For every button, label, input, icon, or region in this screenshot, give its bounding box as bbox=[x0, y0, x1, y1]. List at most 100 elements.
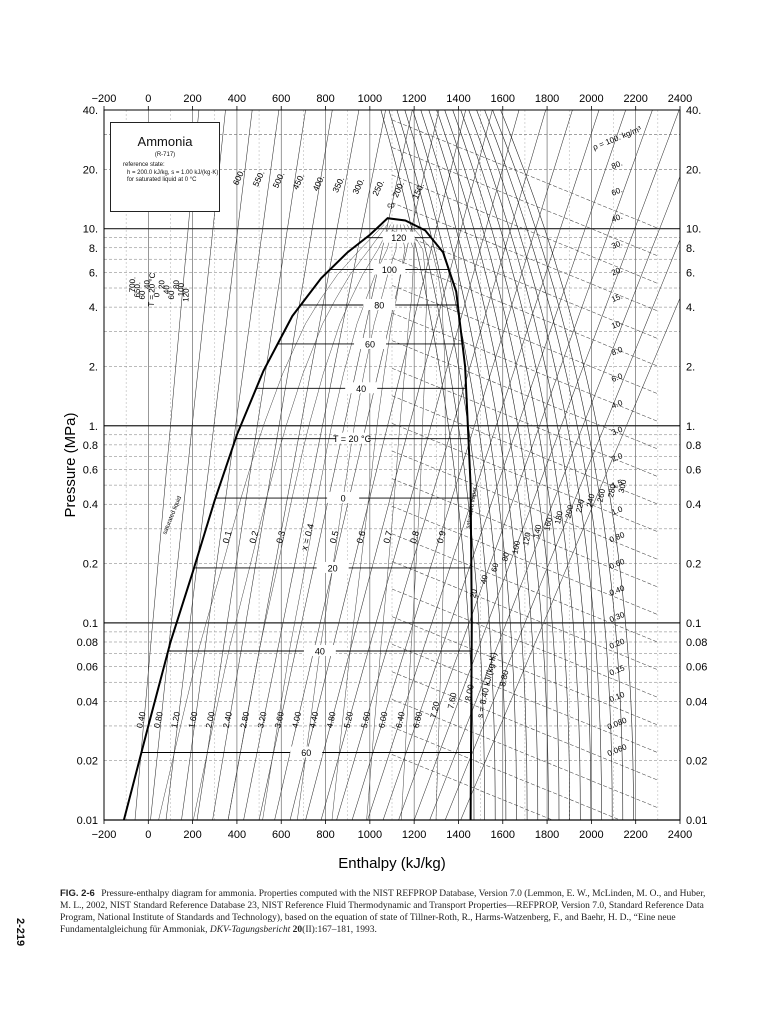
density-label: 4.0 bbox=[610, 398, 624, 411]
saturated-vapor-label: saturated vapor bbox=[466, 487, 479, 529]
entropy-label: 6.40 bbox=[394, 710, 407, 729]
isotherm-label-bg bbox=[336, 432, 369, 444]
isotherm-label-bg bbox=[373, 263, 406, 275]
isotherm-top-label: 150. bbox=[410, 181, 426, 200]
entropy-label: 0.80 bbox=[152, 710, 165, 729]
entropy-label: 1.20 bbox=[169, 710, 182, 729]
superheat-isotherm-label: 80 bbox=[500, 551, 511, 562]
superheat-isotherm-label: 160 bbox=[542, 516, 554, 531]
isotherm-line bbox=[492, 110, 624, 820]
density-label: 60. bbox=[610, 185, 624, 198]
quality-label: 0.3 bbox=[274, 530, 287, 545]
y-tick-label-right: 0.06 bbox=[686, 662, 707, 674]
superheat-isotherm-label: 280 bbox=[606, 483, 618, 498]
quality-line bbox=[409, 224, 446, 820]
y-tick-label-left: 0.8 bbox=[83, 440, 98, 452]
isotherm-left-label: T = 20 °C bbox=[147, 272, 157, 306]
entropy-label: 8.00 bbox=[463, 683, 476, 702]
superheat-isotherm-label: 100 bbox=[510, 539, 522, 554]
isotherm-line bbox=[468, 110, 592, 820]
y-tick-label-right: 2. bbox=[686, 361, 695, 373]
property-lines bbox=[122, 110, 680, 820]
x-tick-label-bottom: 200 bbox=[183, 829, 201, 841]
x-tick-label-top: 400 bbox=[228, 93, 246, 105]
entropy-label: 2.80 bbox=[238, 710, 251, 729]
isentrope-line bbox=[181, 110, 280, 820]
x-tick-label-bottom: 1000 bbox=[358, 829, 382, 841]
y-tick-label-left: 10. bbox=[83, 224, 98, 236]
isotherm-label-bg bbox=[354, 337, 387, 349]
y-tick-label-left: 0.01 bbox=[77, 815, 98, 827]
y-tick-label-right: 4. bbox=[686, 302, 695, 314]
density-label: 1.0 bbox=[610, 504, 624, 517]
isotherm-left-label: 80 bbox=[172, 279, 181, 289]
entropy-label: 5.60 bbox=[359, 710, 372, 729]
x-tick-label-top: 2000 bbox=[579, 93, 603, 105]
entropy-label: 1.60 bbox=[186, 710, 199, 729]
quality-line bbox=[297, 224, 398, 820]
x-tick-label-bottom: 1800 bbox=[535, 829, 559, 841]
isotherm-left-label: 20 bbox=[157, 279, 166, 289]
x-tick-label-top: 0 bbox=[145, 93, 151, 105]
saturation-dome bbox=[122, 217, 473, 820]
x-tick-label-bottom: 600 bbox=[272, 829, 290, 841]
y-tick-label-left: 0.02 bbox=[77, 756, 98, 768]
density-label: ρ = 100. kg/m³ bbox=[591, 124, 642, 152]
entropy-label: 7.60 bbox=[445, 691, 458, 710]
isotherm-line bbox=[476, 110, 602, 820]
isotherm-label: 80 bbox=[374, 300, 384, 310]
x-tick-label-top: 1200 bbox=[402, 93, 426, 105]
y-tick-label-left: 0.6 bbox=[83, 465, 98, 477]
y-tick-label-right: 10. bbox=[686, 224, 701, 236]
isotherm-line bbox=[460, 110, 581, 820]
isotherm-left-label: 40 bbox=[142, 279, 151, 289]
isentrope-line bbox=[196, 110, 306, 820]
superheat-isotherm-label: 240 bbox=[585, 493, 597, 508]
y-tick-label-right: 0.02 bbox=[686, 756, 707, 768]
legend-line-2: h = 200.0 kJ/kg, s = 1.00 kJ/(kg·K) bbox=[127, 169, 219, 176]
x-tick-label-top: 1400 bbox=[446, 93, 470, 105]
x-tick-label-top: 1800 bbox=[535, 93, 559, 105]
entropy-label: 2.00 bbox=[203, 710, 216, 729]
x-tick-label-bottom: 2000 bbox=[579, 829, 603, 841]
y-tick-label-left: 2. bbox=[89, 361, 98, 373]
superheat-isotherm-label: 220 bbox=[574, 498, 586, 513]
density-label: 40. bbox=[610, 212, 624, 225]
density-label: 0.060 bbox=[606, 742, 628, 758]
y-axis-label: Pressure (MPa) bbox=[62, 412, 79, 517]
superheat-isotherm-label: 300 bbox=[617, 478, 629, 493]
isentrope-line bbox=[289, 110, 466, 820]
isentrope-line bbox=[398, 110, 653, 820]
density-label: 0.10 bbox=[608, 690, 626, 704]
isotherm-label-bg bbox=[290, 746, 323, 758]
y-tick-label-right: 0.1 bbox=[686, 618, 701, 630]
critical-point-label: cp bbox=[387, 203, 395, 210]
density-label: 0.80 bbox=[608, 530, 626, 544]
quality-label: 0.7 bbox=[381, 530, 394, 545]
entropy-label: 0.40 bbox=[134, 710, 147, 729]
y-tick-label-left: 0.1 bbox=[83, 618, 98, 630]
saturated-liquid-label: saturated liquid bbox=[162, 496, 183, 536]
isentrope-line bbox=[258, 110, 413, 820]
legend-subtitle: (R-717) bbox=[154, 152, 176, 158]
isentrope-line bbox=[320, 110, 520, 820]
quality-label: 0.6 bbox=[355, 530, 368, 545]
isotherm-left-label: 700. bbox=[128, 277, 138, 293]
isotherm-left-label: 650. bbox=[133, 282, 143, 298]
entropy-label: 5.20 bbox=[342, 710, 355, 729]
y-tick-label-left: 40. bbox=[83, 105, 98, 117]
x-tick-label-top: 600 bbox=[272, 93, 290, 105]
isotherm-label: 60 bbox=[365, 339, 375, 349]
quality-line bbox=[331, 224, 406, 820]
x-tick-label-top: 800 bbox=[316, 93, 334, 105]
isotherm-top-label: 500. bbox=[270, 170, 286, 189]
isotherm-left-label: 0 bbox=[152, 292, 161, 297]
isentrope-line bbox=[165, 110, 253, 820]
legend-title: Ammonia bbox=[137, 134, 193, 149]
density-label: 15. bbox=[610, 292, 624, 305]
caption-volume: 20 bbox=[292, 925, 303, 935]
y-tick-label-right: 0.04 bbox=[686, 696, 707, 708]
isotherm-label: 40 bbox=[356, 384, 366, 394]
entropy-label: 8.80 bbox=[497, 669, 510, 688]
isotherm-top-label: 400. bbox=[310, 173, 326, 192]
